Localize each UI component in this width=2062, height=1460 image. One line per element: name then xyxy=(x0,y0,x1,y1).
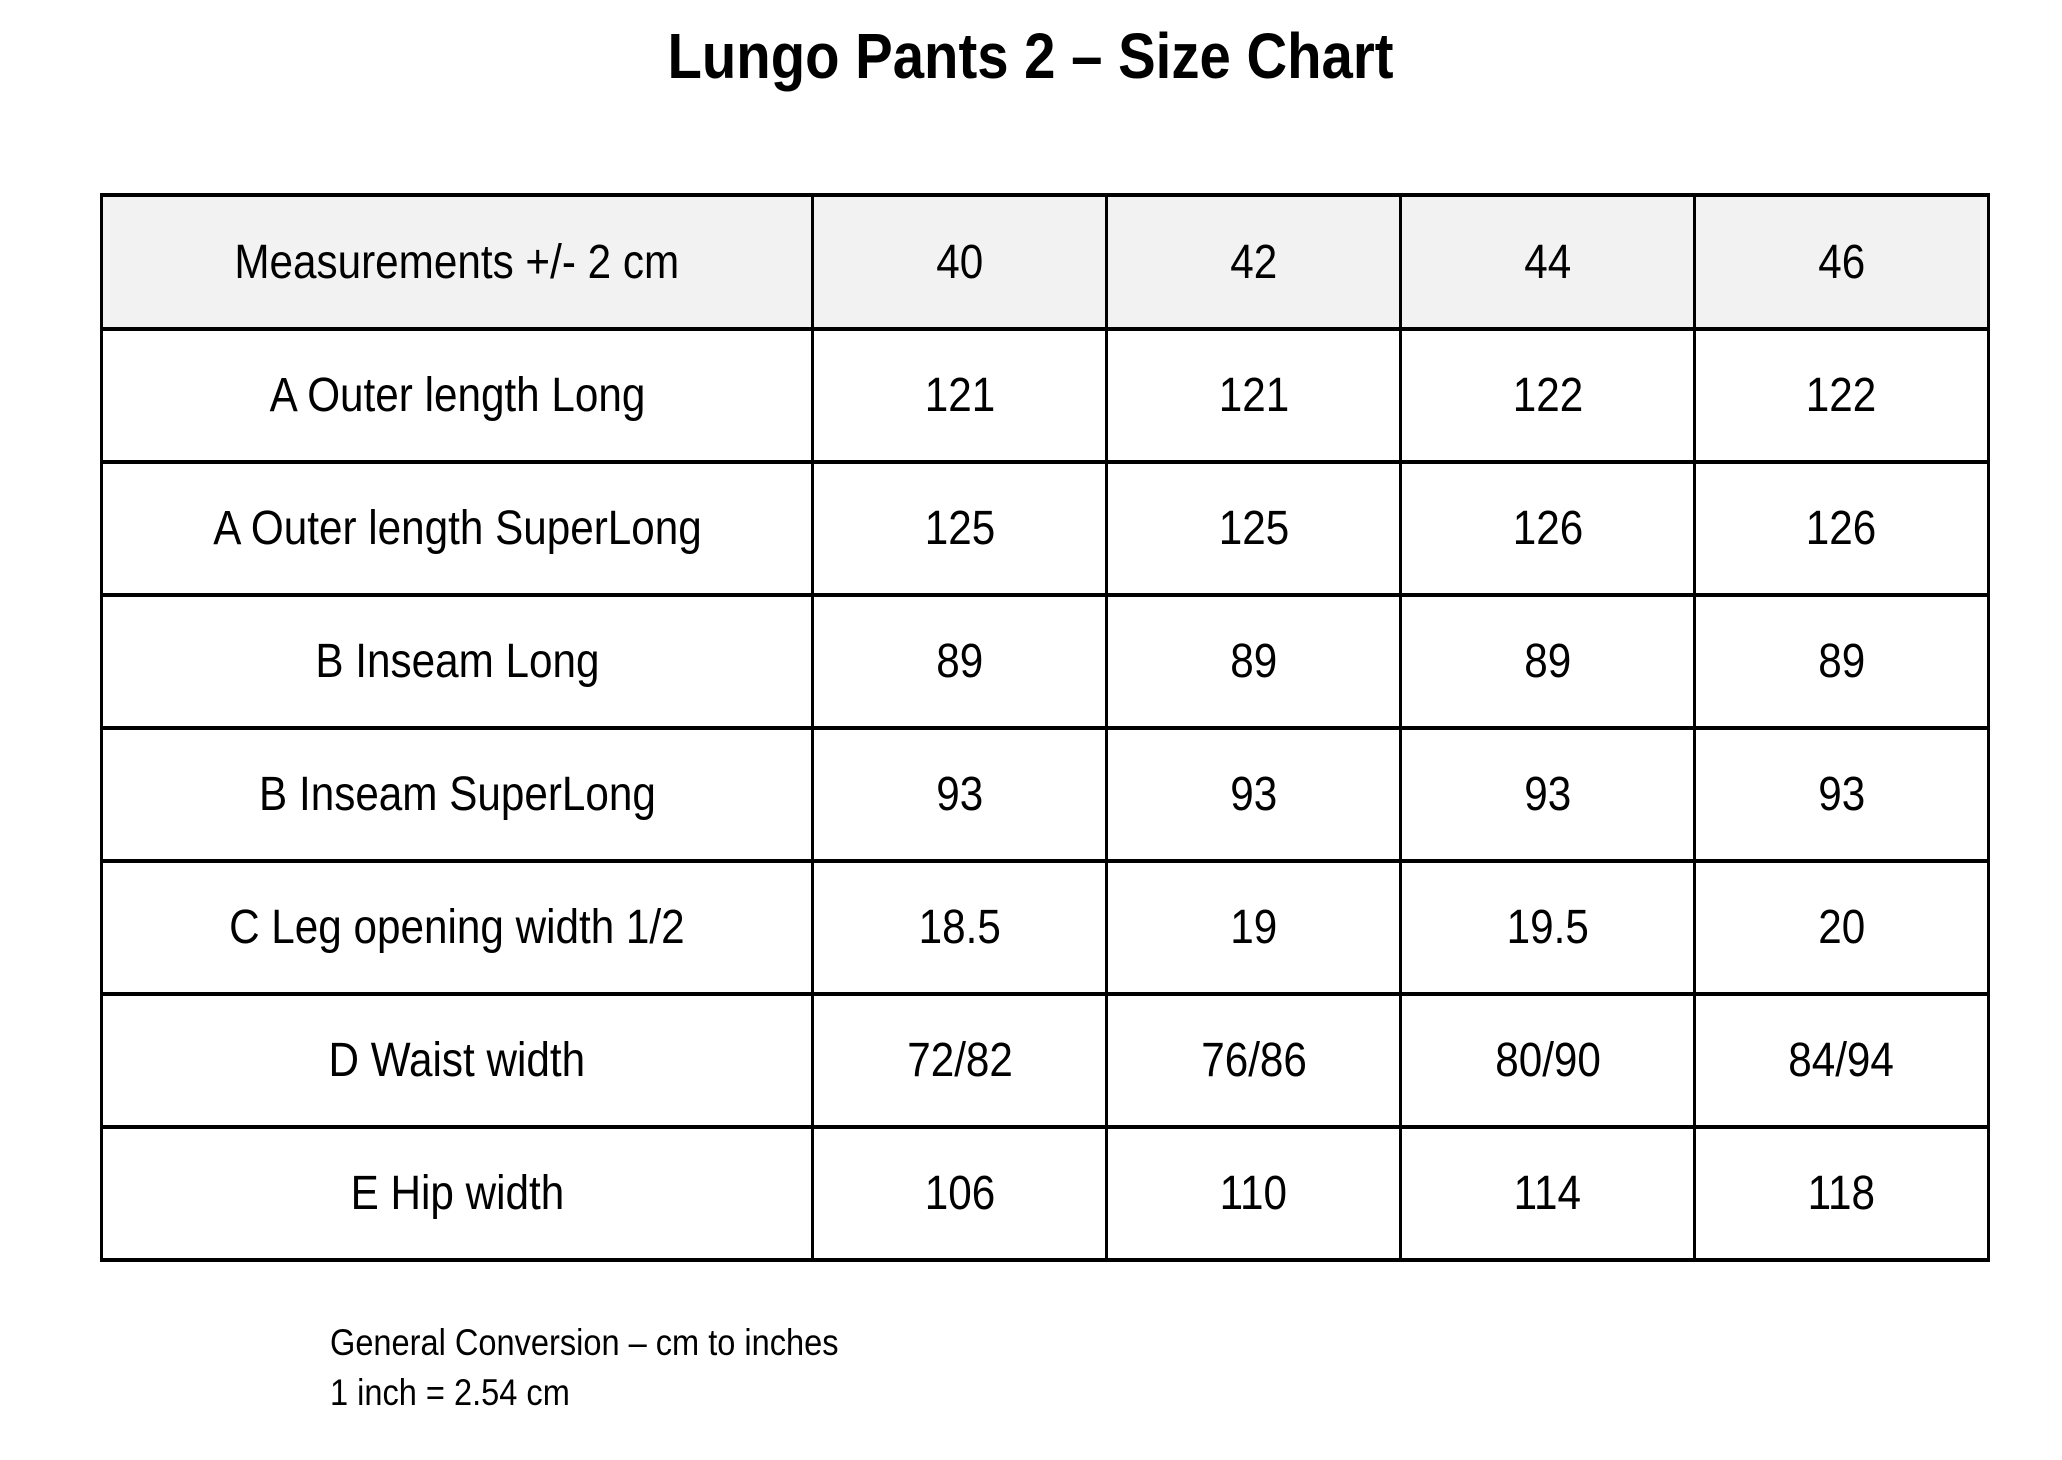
value-cell: 93 xyxy=(1693,726,1990,863)
value-cell: 114 xyxy=(1399,1125,1697,1262)
page-title-text: Lungo Pants 2 – Size Chart xyxy=(667,20,1395,92)
value-cell: 84/94 xyxy=(1693,992,1990,1129)
value-cell: 93 xyxy=(1105,726,1403,863)
label-cell: A Outer length SuperLong xyxy=(99,460,815,597)
page-title: Lungo Pants 2 – Size Chart xyxy=(0,24,2062,88)
label-cell: A Outer length Long xyxy=(99,327,815,464)
table-row-hip-width: E Hip width 106 110 114 118 xyxy=(99,1125,1990,1262)
label-cell: C Leg opening width 1/2 xyxy=(99,859,815,996)
header-cell-size-44: 44 xyxy=(1399,193,1697,331)
value-cell: 125 xyxy=(1105,460,1403,597)
value-cell: 110 xyxy=(1105,1125,1403,1262)
label-cell: B Inseam Long xyxy=(99,593,815,730)
size-table: Measurements +/- 2 cm 40 42 44 46 A Oute… xyxy=(99,193,1990,1262)
value-cell: 19.5 xyxy=(1399,859,1697,996)
table-row-waist-width: D Waist width 72/82 76/86 80/90 84/94 xyxy=(99,992,1990,1129)
table-row-outer-length-long: A Outer length Long 121 121 122 122 xyxy=(99,327,1990,464)
value-cell: 89 xyxy=(1105,593,1403,730)
table-header-row: Measurements +/- 2 cm 40 42 44 46 xyxy=(99,193,1990,331)
value-cell: 18.5 xyxy=(811,859,1109,996)
value-cell: 106 xyxy=(811,1125,1109,1262)
value-cell: 19 xyxy=(1105,859,1403,996)
header-cell-measurements: Measurements +/- 2 cm xyxy=(99,193,815,331)
conversion-note-line1: General Conversion – cm to inches xyxy=(330,1322,839,1363)
table-row-inseam-long: B Inseam Long 89 89 89 89 xyxy=(99,593,1990,730)
value-cell: 125 xyxy=(811,460,1109,597)
header-cell-size-40: 40 xyxy=(811,193,1109,331)
value-cell: 80/90 xyxy=(1399,992,1697,1129)
header-cell-size-42: 42 xyxy=(1105,193,1403,331)
table-row-outer-length-superlong: A Outer length SuperLong 125 125 126 126 xyxy=(99,460,1990,597)
value-cell: 72/82 xyxy=(811,992,1109,1129)
table-row-inseam-superlong: B Inseam SuperLong 93 93 93 93 xyxy=(99,726,1990,863)
value-cell: 122 xyxy=(1399,327,1697,464)
value-cell: 76/86 xyxy=(1105,992,1403,1129)
value-cell: 89 xyxy=(811,593,1109,730)
header-cell-size-46: 46 xyxy=(1693,193,1990,331)
label-cell: E Hip width xyxy=(99,1125,815,1262)
conversion-note: General Conversion – cm to inches 1 inch… xyxy=(330,1318,908,1418)
value-cell: 121 xyxy=(811,327,1109,464)
value-cell: 118 xyxy=(1693,1125,1990,1262)
value-cell: 89 xyxy=(1399,593,1697,730)
conversion-note-line2: 1 inch = 2.54 cm xyxy=(330,1372,570,1413)
value-cell: 121 xyxy=(1105,327,1403,464)
label-cell: B Inseam SuperLong xyxy=(99,726,815,863)
label-cell: D Waist width xyxy=(99,992,815,1129)
value-cell: 122 xyxy=(1693,327,1990,464)
value-cell: 126 xyxy=(1693,460,1990,597)
table-row-leg-opening-width: C Leg opening width 1/2 18.5 19 19.5 20 xyxy=(99,859,1990,996)
value-cell: 93 xyxy=(1399,726,1697,863)
value-cell: 93 xyxy=(811,726,1109,863)
value-cell: 126 xyxy=(1399,460,1697,597)
value-cell: 89 xyxy=(1693,593,1990,730)
value-cell: 20 xyxy=(1693,859,1990,996)
